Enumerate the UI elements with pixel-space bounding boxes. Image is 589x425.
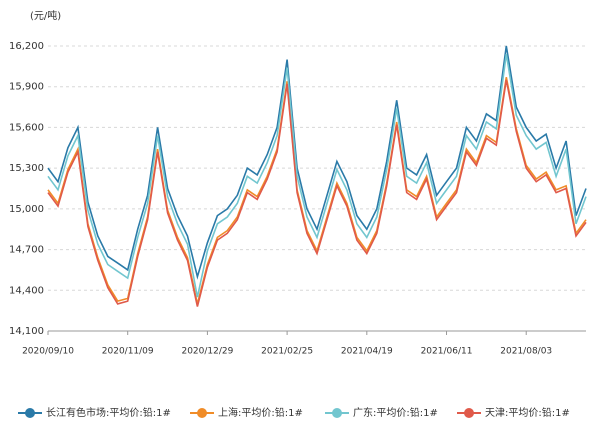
y-tick-label: 14,400 [9, 285, 44, 296]
y-tick-label: 15,300 [9, 163, 44, 174]
y-tick-label: 15,000 [9, 204, 44, 215]
legend-marker [332, 408, 342, 418]
legend-label: 广东:平均价:铅:1# [353, 406, 438, 419]
x-tick-label: 2021/04/19 [341, 347, 393, 357]
legend-label: 天津:平均价:铅:1# [485, 406, 570, 419]
series-line [47, 79, 587, 307]
y-tick-label: 15,900 [9, 82, 44, 93]
x-tick-label: 2021/02/25 [261, 347, 313, 357]
x-tick-label: 2021/08/03 [500, 347, 552, 357]
legend-marker [25, 408, 35, 418]
y-tick-label: 14,700 [9, 245, 44, 256]
x-tick-label: 2020/12/29 [181, 347, 233, 357]
legend-marker [197, 408, 207, 418]
x-tick-label: 2020/11/09 [102, 347, 154, 357]
legend-label: 上海:平均价:铅:1# [218, 406, 303, 419]
x-tick-label: 2021/06/11 [421, 347, 473, 357]
y-tick-label: 16,200 [9, 41, 44, 52]
legend-marker [464, 408, 474, 418]
x-tick-label: 2020/09/10 [22, 347, 74, 357]
y-tick-label: 14,100 [9, 326, 44, 337]
series-line [47, 53, 587, 298]
series-line [47, 45, 587, 280]
y-tick-label: 15,600 [9, 122, 44, 133]
series-line [47, 77, 587, 305]
legend-label: 长江有色市场:平均价:铅:1# [46, 406, 171, 419]
y-unit: (元/吨) [30, 9, 61, 22]
